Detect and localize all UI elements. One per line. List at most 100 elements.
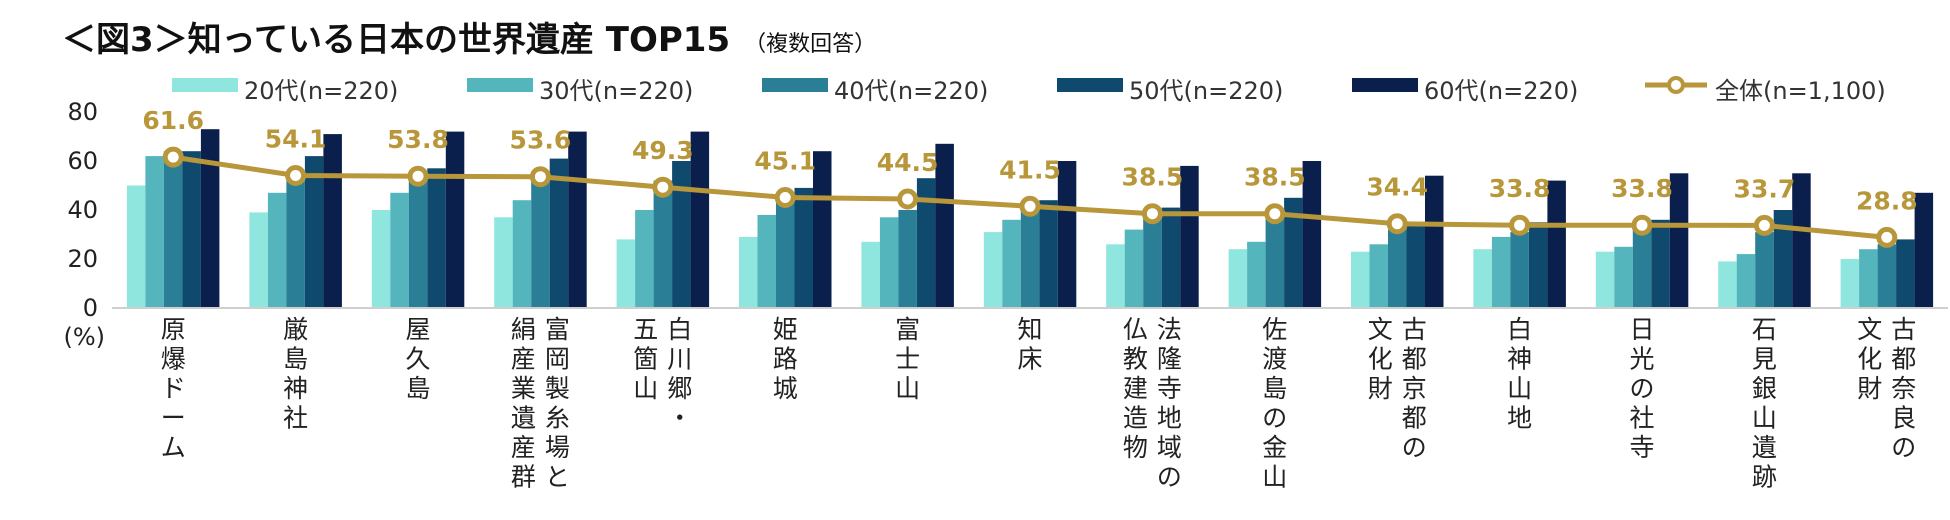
bar [126, 185, 146, 308]
category-label-char: 良 [1891, 404, 1916, 433]
category-label-char: 石 [1752, 315, 1777, 344]
bar [1614, 246, 1633, 309]
bar [916, 178, 936, 308]
category-label-char: 久 [405, 345, 430, 374]
bar [1914, 192, 1934, 308]
category-label-char: 都 [1402, 404, 1427, 433]
category-label-char: 路 [773, 345, 798, 374]
overall-point [1876, 226, 1898, 248]
category-label-char: 業 [511, 374, 536, 403]
bar [1773, 210, 1793, 308]
category-label-char: の [1262, 404, 1287, 433]
data-label: 33.7 [1734, 174, 1796, 203]
category-label-char: 造 [1123, 404, 1148, 433]
bar [616, 239, 636, 308]
category-label-char: 原 [161, 315, 186, 344]
bar [1265, 214, 1285, 308]
bar [1124, 229, 1144, 308]
category-label-char: 岡 [545, 345, 570, 374]
bar [1510, 232, 1529, 308]
bar [1180, 165, 1199, 308]
overall-point [1264, 203, 1286, 225]
category-label-char: 白 [667, 315, 692, 344]
bar [531, 180, 550, 308]
overall-point [162, 146, 184, 168]
bar [1284, 197, 1303, 309]
bar [182, 151, 201, 308]
bar [1351, 251, 1370, 308]
bar [304, 156, 324, 308]
legend-label: 30代(n=220) [539, 77, 693, 105]
category-label-char: 姫 [773, 315, 798, 344]
overall-point [1631, 214, 1653, 236]
legend-swatch [1057, 78, 1123, 92]
data-label: 34.4 [1366, 173, 1428, 202]
category-label-char: 城 [773, 374, 798, 403]
category-label-char: 物 [1123, 433, 1148, 462]
bar [1369, 244, 1388, 308]
category-label-char: 古 [1402, 315, 1427, 344]
category-label-char: 爆 [161, 345, 186, 374]
legend-swatch [467, 78, 533, 92]
bar [1228, 249, 1248, 308]
legend-label: 全体(n=1,100) [1715, 77, 1886, 105]
bar [672, 161, 691, 308]
legend-line-marker [1667, 76, 1685, 94]
bar [1106, 244, 1125, 308]
bar [323, 134, 342, 308]
bar [635, 210, 654, 308]
bar [1669, 173, 1689, 309]
category-label-char: 絹 [511, 315, 536, 344]
category-label-char: 富 [545, 315, 570, 344]
bar [163, 151, 183, 308]
data-label: 41.5 [999, 155, 1061, 184]
bar [1859, 249, 1878, 308]
bar [879, 217, 899, 308]
bar [427, 168, 446, 308]
bar [1406, 222, 1425, 309]
category-label-char: 白 [1507, 315, 1532, 344]
data-label: 54.1 [265, 125, 327, 154]
category-label-char: 化 [1368, 345, 1393, 374]
y-tick-label: 0 [83, 294, 98, 322]
bar [653, 180, 673, 308]
bar [1491, 236, 1511, 308]
overall-point [1141, 203, 1163, 225]
bar [549, 158, 569, 308]
category-label-char: 山 [633, 374, 658, 403]
y-axis-unit: (%) [63, 323, 105, 351]
bar [1057, 161, 1077, 308]
bar [813, 151, 832, 308]
bar [1002, 219, 1021, 308]
bar-series [126, 129, 1934, 309]
category-label-char: 山 [1752, 404, 1777, 433]
category-label-char: 神 [283, 374, 308, 403]
category-label-char: 都 [1402, 345, 1427, 374]
overall-point [1509, 214, 1531, 236]
category-label-char: 山 [1507, 374, 1532, 403]
bar [935, 143, 954, 308]
y-tick-label: 40 [67, 196, 98, 224]
overall-point [1019, 195, 1041, 217]
category-label-char: 産 [511, 433, 536, 462]
category-label-char: 地 [1157, 404, 1182, 433]
category-label-char: の [1629, 374, 1654, 403]
category-label-char: 遺 [1752, 433, 1777, 462]
category-label-char: ド [161, 374, 186, 403]
category-label-char: 日 [1629, 315, 1654, 344]
category-label-char: 富 [895, 315, 920, 344]
category-label-char: 仏 [1123, 315, 1148, 344]
category-label-char: 都 [1891, 345, 1916, 374]
data-label: 28.8 [1856, 186, 1918, 215]
category-label-char: 化 [1857, 345, 1882, 374]
category-label-char: 五 [633, 315, 658, 344]
bar [739, 236, 758, 308]
category-label-char: 見 [1752, 345, 1777, 374]
category-label-char: 域 [1157, 433, 1182, 462]
category-label-char: 神 [1507, 345, 1532, 374]
category-label-char: 社 [283, 404, 308, 433]
bar [1840, 259, 1860, 308]
bar [1039, 200, 1058, 308]
bar [1302, 161, 1322, 308]
bar [390, 192, 409, 308]
